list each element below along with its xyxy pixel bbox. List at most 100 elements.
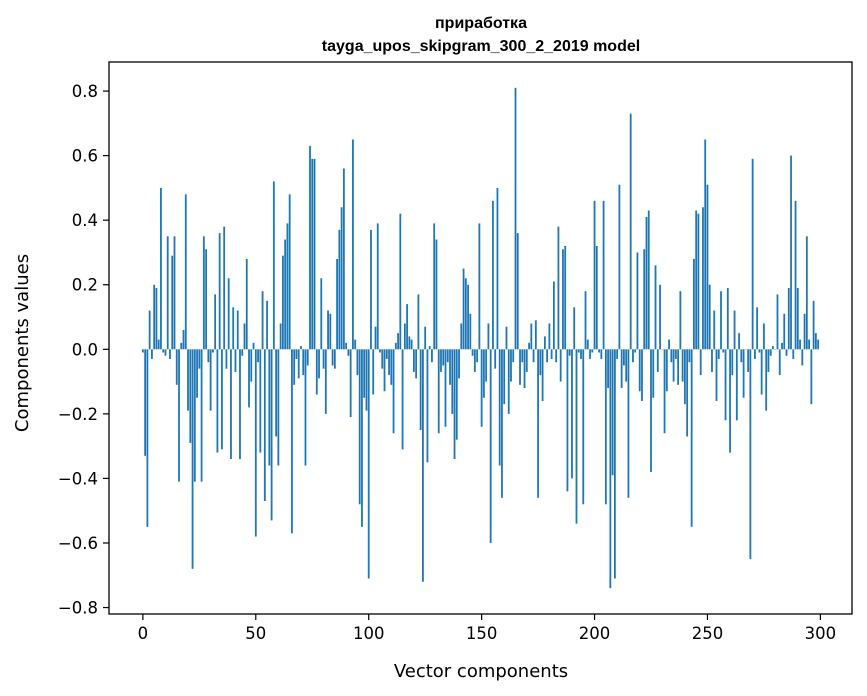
bar-282 [778, 349, 781, 376]
y-tick-label: 0.2 [72, 276, 98, 295]
bar-199 [591, 349, 594, 353]
bar-202 [598, 349, 600, 353]
bar-257 [722, 349, 725, 353]
bar-94 [354, 339, 357, 350]
bar-213 [623, 349, 625, 366]
plot-frame [108, 61, 853, 615]
bar-149 [478, 223, 481, 350]
bar-112 [394, 342, 397, 350]
bar-114 [399, 213, 402, 350]
bar-96 [358, 349, 361, 505]
bar-170 [525, 349, 528, 372]
bar-25 [198, 349, 201, 369]
bar-4 [151, 349, 153, 359]
bar-7 [157, 339, 160, 350]
bar-58 [272, 181, 275, 350]
bar-122 [417, 294, 420, 350]
x-tick-label: 200 [579, 624, 611, 643]
bar-128 [431, 349, 433, 363]
bar-197 [586, 339, 589, 350]
bar-209 [613, 349, 616, 579]
bar-219 [636, 252, 639, 350]
bar-121 [415, 349, 418, 379]
bar-27 [202, 236, 205, 350]
bar-288 [792, 349, 795, 359]
bar-278 [769, 349, 772, 356]
bar-223 [645, 216, 648, 350]
bar-63 [284, 239, 287, 350]
bar-268 [747, 349, 750, 372]
x-tick-label: 100 [353, 624, 385, 643]
bar-168 [521, 349, 524, 363]
bar-77 [315, 349, 318, 395]
y-tick-label: −0.4 [58, 469, 98, 488]
bars-group [141, 87, 820, 589]
x-tick-label: 250 [692, 624, 724, 643]
bar-237 [677, 349, 680, 385]
bar-35 [221, 349, 223, 450]
bar-113 [397, 333, 399, 350]
x-axis-label: Vector components [394, 661, 568, 682]
bar-203 [600, 349, 603, 359]
bar-134 [444, 349, 447, 427]
bar-154 [489, 349, 492, 543]
bar-194 [580, 349, 582, 359]
bar-286 [787, 287, 790, 350]
bar-182 [552, 281, 555, 350]
bar-118 [408, 336, 411, 350]
bar-40 [232, 307, 235, 350]
bar-127 [428, 346, 431, 350]
bar-198 [589, 349, 591, 359]
bar-187 [564, 246, 567, 350]
bar-125 [424, 326, 427, 350]
x-tick-label: 300 [805, 624, 837, 643]
bar-173 [532, 349, 535, 363]
bar-241 [686, 349, 689, 437]
bar-2 [146, 349, 149, 527]
bar-181 [550, 349, 553, 359]
bar-298 [814, 333, 817, 350]
bar-163 [510, 349, 512, 382]
bar-217 [632, 349, 634, 363]
bar-30 [209, 349, 212, 411]
bar-57 [270, 349, 273, 521]
bar-263 [735, 349, 738, 421]
bar-195 [582, 349, 585, 505]
bar-188 [566, 349, 569, 492]
bar-111 [392, 349, 395, 434]
bar-293 [803, 313, 806, 350]
bar-28 [205, 249, 208, 350]
bar-153 [487, 323, 490, 350]
bar-21 [189, 349, 192, 443]
bar-86 [336, 258, 338, 350]
bar-0 [141, 349, 144, 353]
x-tick-label: 50 [245, 624, 266, 643]
bar-222 [643, 249, 646, 350]
bar-142 [462, 268, 465, 350]
bar-274 [760, 349, 763, 395]
bar-169 [523, 349, 526, 389]
bar-165 [514, 87, 517, 350]
bar-214 [625, 349, 628, 382]
bar-146 [471, 349, 474, 356]
bar-287 [790, 155, 792, 350]
bar-216 [629, 113, 632, 350]
bar-208 [611, 349, 614, 476]
bar-44 [241, 349, 244, 356]
bar-259 [726, 287, 729, 350]
bar-150 [480, 349, 483, 427]
bar-205 [604, 349, 607, 505]
bar-289 [794, 200, 797, 350]
bar-41 [234, 349, 237, 372]
bar-19 [184, 194, 187, 350]
bar-158 [498, 349, 501, 466]
bar-120 [412, 349, 415, 372]
bar-99 [365, 349, 368, 411]
bar-104 [376, 223, 379, 350]
bar-56 [268, 349, 271, 466]
bar-84 [331, 349, 334, 366]
bar-207 [609, 349, 612, 589]
bar-6 [155, 287, 158, 350]
bar-38 [227, 278, 230, 350]
bar-46 [245, 258, 248, 350]
